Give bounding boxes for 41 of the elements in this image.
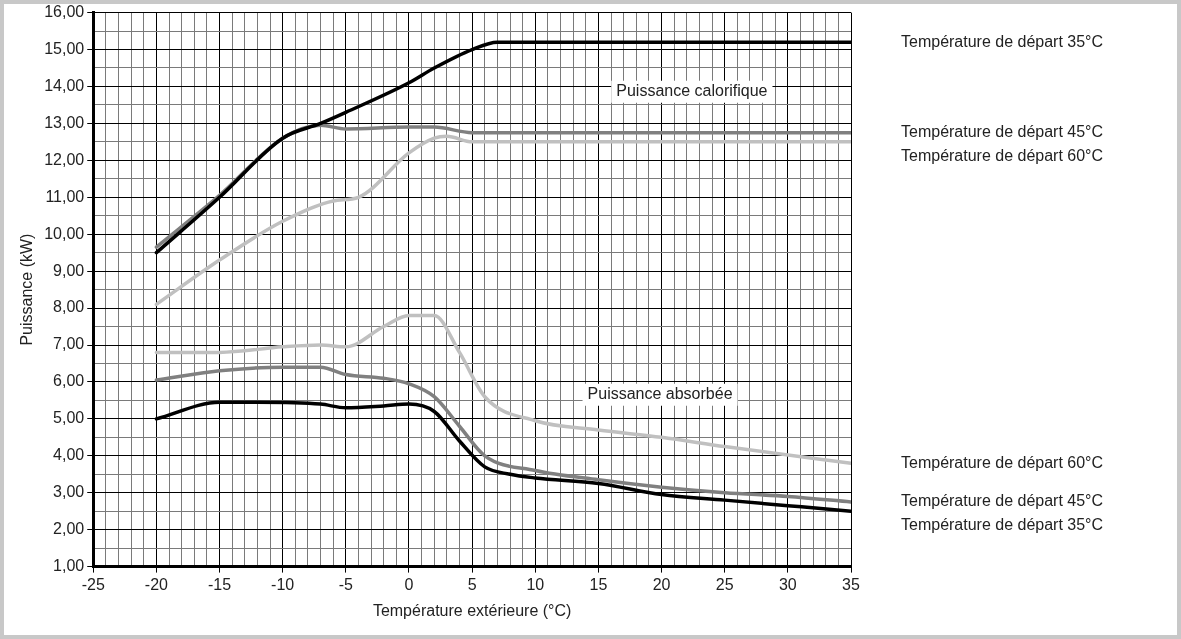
x-tick-label: 20 xyxy=(652,575,671,593)
y-tick-label: 10,00 xyxy=(44,224,85,242)
y-tick-label: 4,00 xyxy=(53,446,85,464)
x-tick-label: 5 xyxy=(467,575,477,593)
x-tick-label: 25 xyxy=(715,575,734,593)
x-tick-label: 30 xyxy=(778,575,797,593)
x-tick-label: -10 xyxy=(271,575,295,593)
y-tick-label: 13,00 xyxy=(44,113,85,131)
text: Température de départ 45°C xyxy=(901,492,1104,510)
text: Température de départ 60°C xyxy=(901,453,1104,471)
text: Température de départ 60°C xyxy=(901,147,1104,165)
y-tick-label: 1,00 xyxy=(53,557,85,575)
annotation: Puissance calorifique xyxy=(616,82,768,100)
annotation: Puissance absorbée xyxy=(587,385,733,403)
y-tick-label: 6,00 xyxy=(53,372,85,390)
x-tick-label: 10 xyxy=(526,575,545,593)
text: Température de départ 45°C xyxy=(901,123,1104,141)
y-tick-label: 3,00 xyxy=(53,483,85,501)
line-series xyxy=(154,313,851,465)
y-tick-label: 14,00 xyxy=(44,76,85,94)
x-tick-label: -5 xyxy=(338,575,354,593)
x-tick-label: -25 xyxy=(81,575,105,593)
line-series xyxy=(154,134,851,307)
y-tick-label: 2,00 xyxy=(53,520,85,538)
y-tick-label: 11,00 xyxy=(45,187,85,205)
x-tick-label: -20 xyxy=(144,575,169,593)
y-tick-label: 8,00 xyxy=(53,298,85,316)
y-tick-label: 7,00 xyxy=(53,335,85,353)
x-tick-label: -15 xyxy=(207,575,232,593)
y-axis-title: Puissance (kW) xyxy=(18,233,36,346)
x-tick-label: 35 xyxy=(842,575,860,593)
x-axis-title: Température extérieure (°C) xyxy=(372,601,572,619)
x-tick-label: 15 xyxy=(589,575,608,593)
y-tick-label: 5,00 xyxy=(53,409,85,427)
y-tick-label: 16,00 xyxy=(44,3,85,21)
y-tick-label: 12,00 xyxy=(44,150,85,168)
x-tick-label: 0 xyxy=(404,575,414,593)
y-tick-label: 9,00 xyxy=(53,261,85,279)
y-tick-label: 15,00 xyxy=(44,39,85,57)
text: Température de départ 35°C xyxy=(901,32,1104,50)
text: Température de départ 35°C xyxy=(901,516,1104,534)
